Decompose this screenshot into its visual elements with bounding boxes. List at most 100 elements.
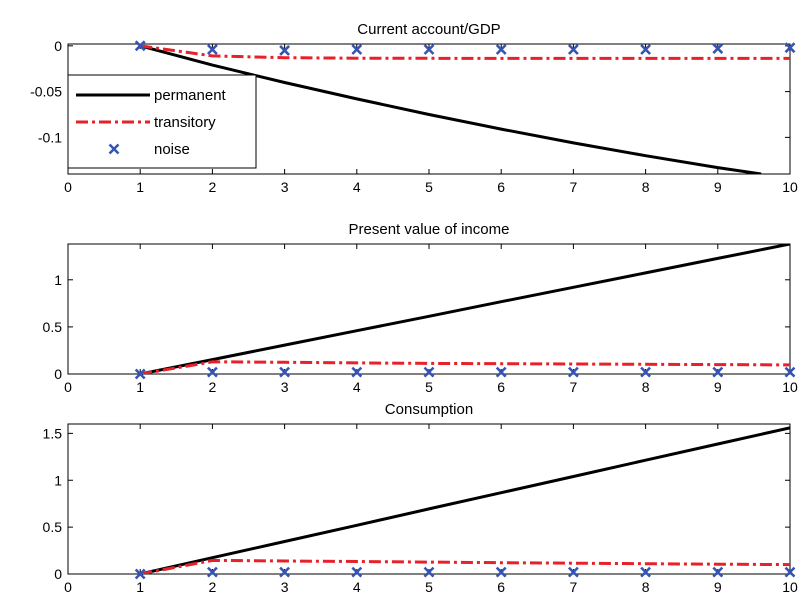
series-noise-marker <box>279 44 291 56</box>
series-transitory-line <box>139 558 790 574</box>
chart-title: Current account/GDP <box>357 21 500 38</box>
x-tick-label: 6 <box>497 179 505 195</box>
y-tick-label: 1 <box>54 472 62 488</box>
x-tick-label: 3 <box>281 579 289 595</box>
series-noise-marker-stroke <box>206 366 218 378</box>
series-noise-marker <box>206 366 218 378</box>
series-group <box>139 44 790 174</box>
series-permanent-line <box>139 244 790 374</box>
series-noise-marker <box>423 366 435 378</box>
x-tick-label: 8 <box>642 179 650 195</box>
x-tick-label: 10 <box>782 379 798 395</box>
series-noise-marker <box>712 43 724 54</box>
series-group <box>139 426 790 574</box>
y-tick-label: 1 <box>54 272 62 288</box>
series-permanent-line <box>139 44 762 174</box>
y-tick-label: 0 <box>54 566 62 582</box>
series-noise-marker-stroke <box>784 366 796 378</box>
series-noise-marker <box>206 566 218 578</box>
series-noise-marker-stroke <box>351 566 363 578</box>
series-noise-marker-stroke <box>351 44 363 55</box>
y-tick-label: 1.5 <box>43 425 63 441</box>
series-noise-marker-stroke <box>712 566 724 578</box>
x-tick-label: 4 <box>353 379 361 395</box>
x-tick-label: 9 <box>714 379 722 395</box>
y-tick-label: 0.5 <box>43 519 63 535</box>
series-noise-marker <box>423 44 435 55</box>
series-noise-marker-stroke <box>495 366 507 378</box>
series-noise-marker-stroke <box>206 566 218 578</box>
series-noise-marker <box>351 366 363 378</box>
series-noise-marker <box>279 366 291 378</box>
series-noise-marker <box>134 368 146 380</box>
series-noise-marker <box>784 366 796 378</box>
series-noise-marker <box>351 566 363 578</box>
x-tick-label: 7 <box>570 579 578 595</box>
x-tick-label: 10 <box>782 579 798 595</box>
panel-present-value-income: Present value of income 0 1 2 3 4 5 6 7 8 9 10 0 0.5 1 <box>43 221 798 395</box>
series-group <box>139 244 790 374</box>
x-tick-label: 3 <box>281 179 289 195</box>
series-noise-marker <box>495 566 507 578</box>
x-tick-label: 2 <box>209 379 217 395</box>
series-noise-marker-stroke <box>279 44 291 56</box>
series-noise-marker <box>279 566 291 578</box>
legend: permanent transitory noise <box>67 74 257 169</box>
series-noise-marker-stroke <box>134 40 146 52</box>
x-tick-label: 0 <box>64 179 72 195</box>
x-tick-label: 2 <box>209 179 217 195</box>
series-noise-marker <box>567 366 579 378</box>
series-noise-marker <box>351 44 363 55</box>
x-tick-label: 4 <box>353 179 361 195</box>
x-tick-label: 8 <box>642 579 650 595</box>
legend-marker-noise <box>108 143 120 155</box>
x-tick-label: 9 <box>714 179 722 195</box>
series-noise-marker <box>134 568 146 580</box>
series-noise-marker-stroke <box>712 366 724 378</box>
y-tick-label: 0 <box>54 38 62 54</box>
series-noise-marker-stroke <box>206 44 218 55</box>
y-tick-label: -0.05 <box>30 84 62 100</box>
x-tick-label: 7 <box>570 379 578 395</box>
y-tick-label: 0.5 <box>43 319 63 335</box>
series-noise-marker <box>134 40 146 52</box>
series-noise-marker-stroke <box>134 568 146 580</box>
chart-title: Consumption <box>385 401 473 418</box>
x-tick-label: 8 <box>642 379 650 395</box>
series-noise-marker-stroke <box>423 366 435 378</box>
series-noise-marker-stroke <box>640 366 652 378</box>
x-tick-label: 4 <box>353 579 361 595</box>
series-permanent-line <box>139 426 790 574</box>
series-noise-marker-stroke <box>279 566 291 578</box>
series-noise-marker <box>206 44 218 55</box>
series-noise-marker <box>495 44 507 55</box>
y-tick-label: 0 <box>54 366 62 382</box>
x-tick-label: 6 <box>497 379 505 395</box>
legend-label-permanent: permanent <box>154 87 227 104</box>
series-noise-marker <box>567 566 579 578</box>
series-transitory-line <box>139 360 790 374</box>
x-tick-label: 5 <box>425 179 433 195</box>
series-noise-marker-stroke <box>134 368 146 380</box>
y-tick-label: -0.1 <box>38 129 62 145</box>
x-tick-label: 1 <box>136 379 144 395</box>
series-noise-marker-stroke <box>495 44 507 55</box>
series-noise-marker-stroke <box>784 566 796 578</box>
series-noise-marker-stroke <box>423 566 435 578</box>
series-transitory-line <box>139 44 790 60</box>
axes-box <box>67 423 791 575</box>
series-noise-marker-stroke <box>423 44 435 55</box>
x-tick-label: 7 <box>570 179 578 195</box>
x-tick-label: 0 <box>64 579 72 595</box>
panel-consumption: Consumption 0 1 2 3 4 5 6 7 8 9 10 0 0.5 1 1.5 <box>43 401 798 595</box>
series-noise-marker-stroke <box>567 366 579 378</box>
series-noise-marker-stroke <box>712 43 724 54</box>
x-tick-label: 0 <box>64 379 72 395</box>
series-noise-marker-stroke <box>640 44 652 55</box>
series-noise-marker-stroke <box>279 366 291 378</box>
series-noise-marker-stroke <box>351 366 363 378</box>
x-tick-label: 1 <box>136 179 144 195</box>
x-tick-label: 6 <box>497 579 505 595</box>
